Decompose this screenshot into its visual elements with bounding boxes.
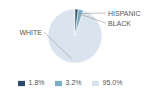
svg-text:WHITE: WHITE	[19, 29, 42, 36]
svg-text:HISPANIC: HISPANIC	[108, 10, 141, 17]
html-text:95.0%: 95.0%	[102, 79, 123, 86]
html-text:1.8%: 1.8%	[28, 79, 45, 86]
svg-text:BLACK: BLACK	[108, 20, 131, 27]
html-text:3.2%: 3.2%	[65, 79, 82, 86]
